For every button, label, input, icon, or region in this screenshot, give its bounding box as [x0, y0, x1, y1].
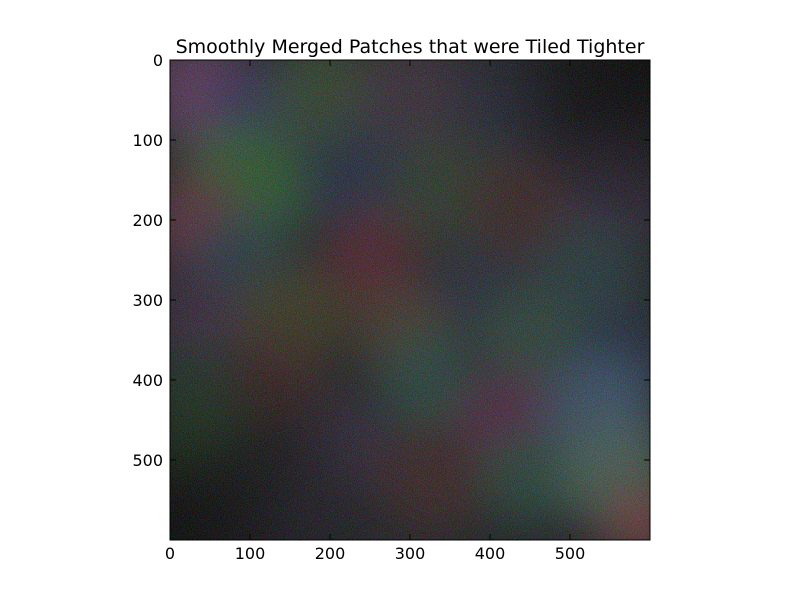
y-tick-label: 300	[132, 291, 163, 310]
x-tick-label: 0	[165, 544, 175, 563]
y-tick-label: 0	[153, 51, 163, 70]
y-tick-label: 200	[132, 211, 163, 230]
x-tick-label: 200	[315, 544, 346, 563]
x-tick-label: 100	[235, 544, 266, 563]
y-tick-label: 400	[132, 371, 163, 390]
chart-title: Smoothly Merged Patches that were Tiled …	[176, 36, 645, 58]
heatmap-image	[170, 60, 650, 540]
x-axis: 0 100 200 300 400 500	[165, 60, 585, 563]
x-tick-label: 300	[395, 544, 426, 563]
y-tick-label: 100	[132, 131, 163, 150]
x-tick-label: 500	[555, 544, 586, 563]
x-tick-label: 400	[475, 544, 506, 563]
y-axis: 0 100 200 300 400 500	[132, 51, 650, 470]
y-tick-label: 500	[132, 451, 163, 470]
